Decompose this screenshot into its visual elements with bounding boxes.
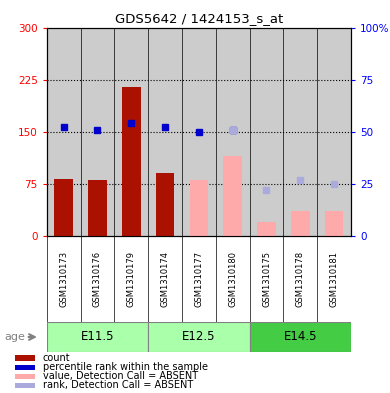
Text: GSM1310176: GSM1310176 — [93, 251, 102, 307]
Bar — [88, 180, 107, 236]
Text: E11.5: E11.5 — [81, 331, 114, 343]
Text: GSM1310181: GSM1310181 — [330, 251, 339, 307]
Bar — [317, 28, 351, 236]
Bar — [190, 180, 208, 236]
Bar — [223, 156, 242, 236]
Bar — [250, 322, 351, 352]
Bar — [148, 28, 182, 236]
Bar — [250, 28, 284, 236]
Title: GDS5642 / 1424153_s_at: GDS5642 / 1424153_s_at — [115, 12, 283, 25]
Bar — [16, 355, 35, 361]
Bar — [47, 28, 81, 236]
Text: E12.5: E12.5 — [182, 331, 216, 343]
Bar — [16, 365, 35, 370]
Text: GSM1310178: GSM1310178 — [296, 251, 305, 307]
Bar — [81, 28, 114, 236]
Bar — [122, 86, 140, 236]
Bar — [325, 211, 343, 236]
Text: E14.5: E14.5 — [284, 331, 317, 343]
Bar — [156, 173, 174, 236]
Bar — [216, 28, 250, 236]
Text: GSM1310173: GSM1310173 — [59, 251, 68, 307]
Text: GSM1310174: GSM1310174 — [161, 251, 170, 307]
Text: age: age — [4, 332, 25, 342]
Text: count: count — [43, 353, 70, 363]
Bar — [148, 322, 250, 352]
Text: value, Detection Call = ABSENT: value, Detection Call = ABSENT — [43, 371, 198, 381]
Text: percentile rank within the sample: percentile rank within the sample — [43, 362, 207, 372]
Text: GSM1310177: GSM1310177 — [194, 251, 204, 307]
Bar — [182, 28, 216, 236]
Bar — [284, 28, 317, 236]
Text: GSM1310180: GSM1310180 — [228, 251, 237, 307]
Bar — [257, 222, 276, 236]
Text: rank, Detection Call = ABSENT: rank, Detection Call = ABSENT — [43, 380, 193, 390]
Bar — [291, 211, 310, 236]
Bar — [54, 179, 73, 236]
Bar — [16, 383, 35, 388]
Text: GSM1310179: GSM1310179 — [127, 251, 136, 307]
Text: GSM1310175: GSM1310175 — [262, 251, 271, 307]
Bar — [16, 374, 35, 379]
Bar — [114, 28, 148, 236]
Bar — [47, 322, 148, 352]
